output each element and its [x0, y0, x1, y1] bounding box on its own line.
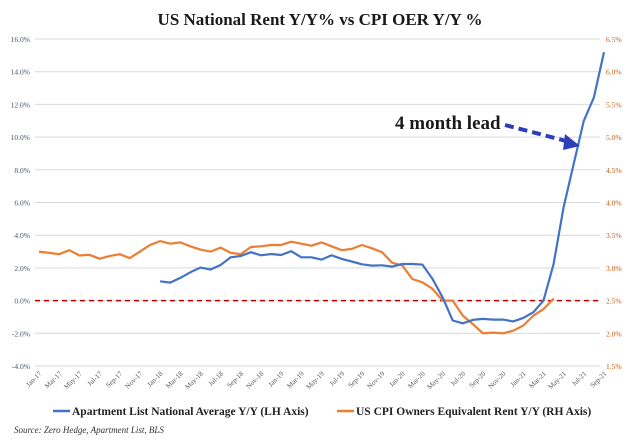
- x-tick-label: Jan-17: [25, 369, 44, 388]
- right-tick-label: 5.5%: [606, 100, 622, 109]
- x-tick-label: Jul-19: [328, 369, 346, 387]
- apartment-list-line: [159, 51, 606, 325]
- x-tick-label: May-18: [184, 369, 206, 391]
- x-tick-label: Nov-17: [124, 369, 145, 390]
- x-tick-label: Jan-19: [267, 369, 286, 388]
- left-axis-ticks: -4.0% -2.0% 0.0% 2.0% 4.0% 6.0% 8.0% 10.0% 12.0%…: [11, 35, 30, 371]
- x-tick-label: Jul-20: [449, 369, 467, 387]
- x-tick-label: Mar-17: [43, 369, 64, 390]
- x-tick-label: Mar-18: [164, 369, 185, 390]
- right-tick-label: 3.5%: [606, 231, 622, 240]
- x-tick-label: Sep-21: [589, 369, 609, 389]
- x-tick-label: Mar-21: [527, 369, 548, 390]
- x-tick-label: Jul-18: [207, 369, 225, 387]
- x-tick-label: Nov-20: [487, 369, 508, 390]
- x-tick-label: Mar-19: [285, 369, 306, 390]
- left-tick-label: 12.0%: [11, 100, 30, 109]
- left-tick-label: 16.0%: [11, 35, 30, 44]
- legend-label-cpi-oer: US CPI Owners Equivalent Rent Y/Y (RH Ax…: [356, 406, 591, 418]
- legend-label-apartment-list: Apartment List National Average Y/Y (LH …: [72, 406, 309, 418]
- x-tick-label: May-19: [305, 369, 327, 391]
- right-tick-label: 5.0%: [606, 133, 622, 142]
- x-tick-label: Jul-17: [86, 369, 104, 387]
- left-tick-label: 4.0%: [14, 231, 30, 240]
- x-tick-label: May-20: [426, 369, 448, 391]
- x-tick-label: Mar-20: [406, 369, 427, 390]
- source-note: Source: Zero Hedge, Apartment List, BLS: [14, 425, 164, 435]
- left-tick-label: 6.0%: [14, 199, 30, 208]
- left-tick-label: -4.0%: [12, 362, 30, 371]
- x-tick-label: Sep-19: [347, 369, 367, 389]
- right-tick-label: 1.5%: [606, 362, 622, 371]
- x-tick-label: May-21: [547, 369, 569, 391]
- x-tick-label: Nov-19: [366, 369, 387, 390]
- right-tick-label: 6.0%: [606, 68, 622, 77]
- x-tick-label: Jan-21: [509, 369, 528, 388]
- right-tick-label: 6.5%: [606, 35, 622, 44]
- annotation-text: 4 month lead: [395, 113, 501, 134]
- left-tick-label: 14.0%: [11, 68, 30, 77]
- x-tick-label: Sep-18: [226, 369, 246, 389]
- legend: Apartment List National Average Y/Y (LH …: [53, 406, 591, 418]
- right-tick-label: 2.0%: [606, 329, 622, 338]
- gridlines: [35, 38, 600, 367]
- right-tick-label: 3.0%: [606, 264, 622, 273]
- series-lines: [38, 51, 606, 335]
- x-tick-label: Jul-21: [570, 369, 588, 387]
- x-tick-label: Sep-20: [468, 369, 488, 389]
- left-tick-label: 2.0%: [14, 264, 30, 273]
- left-tick-label: 8.0%: [14, 166, 30, 175]
- annotation-arrow: [504, 123, 580, 150]
- left-tick-label: 10.0%: [11, 133, 30, 142]
- x-tick-label: May-17: [62, 369, 84, 391]
- right-tick-label: 2.5%: [606, 297, 622, 306]
- right-tick-label: 4.0%: [606, 199, 622, 208]
- chart-title: US National Rent Y/Y% vs CPI OER Y/Y %: [158, 10, 483, 29]
- left-tick-label: 0.0%: [14, 297, 30, 306]
- cpi-oer-line: [38, 240, 555, 335]
- right-axis-ticks: 1.5% 2.0% 2.5% 3.0% 3.5% 4.0% 4.5% 5.0% 5.5% 6.0%…: [606, 35, 622, 371]
- annotation-arrow-shaft: [504, 123, 571, 144]
- left-tick-label: -2.0%: [12, 329, 30, 338]
- x-tick-label: Jan-18: [146, 369, 165, 388]
- annotation-arrow-head: [563, 134, 580, 150]
- right-tick-label: 4.5%: [606, 166, 622, 175]
- x-tick-label: Nov-18: [245, 369, 266, 390]
- x-tick-label: Jan-20: [388, 369, 407, 388]
- x-tick-label: Sep-17: [104, 369, 124, 389]
